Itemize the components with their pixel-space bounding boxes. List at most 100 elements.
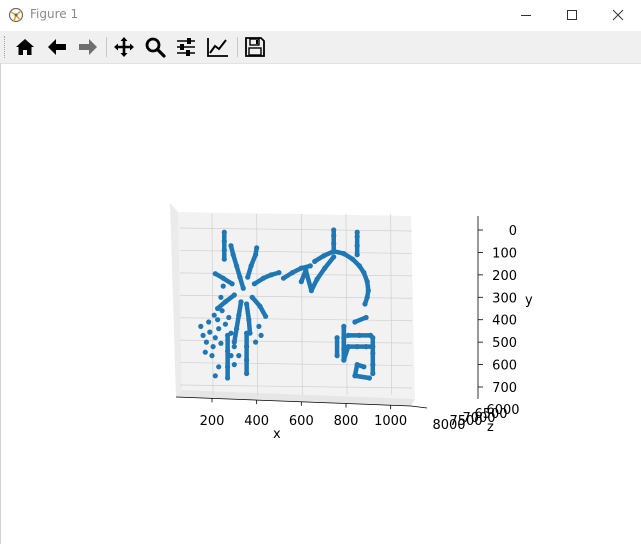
- point-chain: [228, 243, 236, 257]
- data-point: [206, 319, 212, 325]
- data-point: [211, 312, 217, 318]
- grid-line-x: [211, 213, 214, 396]
- window-title: Figure 1: [30, 7, 79, 21]
- y-tick-label: 700: [492, 381, 517, 396]
- y-tick-label: 300: [492, 291, 517, 306]
- data-point: [228, 330, 234, 336]
- point-chain: [341, 344, 351, 363]
- arrow-left-icon: [48, 39, 66, 55]
- x-axis-label: x: [273, 427, 281, 442]
- grid-line-x: [390, 213, 393, 396]
- data-point: [216, 326, 222, 332]
- point-chain: [257, 304, 268, 319]
- point-chain: [215, 299, 228, 311]
- grid-line-y: [179, 294, 413, 299]
- z-tick-label: 7500: [449, 414, 482, 429]
- z-tick-label: 6500: [474, 407, 507, 422]
- data-point: [200, 332, 206, 338]
- z-axis-line: [410, 405, 428, 409]
- point-chain: [234, 312, 242, 331]
- series-left-vertical-posts: [221, 229, 250, 381]
- axes-3d: 200 400 600 800 1000 0 100 200 300 400 500 600 700 60…: [170, 203, 533, 442]
- data-point: [222, 321, 228, 327]
- toolbar-separator: [237, 37, 238, 57]
- point-chain: [213, 271, 226, 281]
- pan-button[interactable]: [111, 34, 137, 60]
- close-button[interactable]: [595, 0, 641, 30]
- z-tick-label: 8000: [432, 418, 465, 433]
- forward-button[interactable]: [75, 34, 101, 60]
- x-tick-label: 1000: [374, 414, 407, 429]
- data-point: [198, 323, 204, 329]
- home-button[interactable]: [12, 34, 38, 60]
- data-point: [212, 335, 218, 341]
- data-point: [210, 344, 216, 350]
- floppy-disk-icon: [245, 37, 265, 57]
- window-left-edge: [0, 63, 1, 544]
- y-tick-label: 500: [492, 336, 517, 351]
- minimize-icon: [521, 15, 531, 16]
- move-icon: [114, 37, 134, 57]
- save-button[interactable]: [242, 34, 268, 60]
- y-tick-label: 600: [492, 359, 517, 374]
- point-chain: [314, 265, 328, 282]
- data-point: [202, 349, 208, 355]
- back-pane: [178, 212, 415, 399]
- y-axis-label: y: [525, 293, 533, 308]
- data-point: [207, 329, 213, 335]
- series-left-scatter-cluster: [198, 283, 264, 379]
- navigation-toolbar: [0, 31, 641, 64]
- scatter-points: [198, 227, 376, 381]
- series-left-radial-hub: [212, 243, 313, 345]
- magnifier-icon: [145, 37, 166, 58]
- y-tick-label: 200: [492, 269, 517, 284]
- data-point: [218, 294, 224, 300]
- back-button[interactable]: [44, 34, 70, 60]
- home-icon: [16, 39, 34, 55]
- data-point: [258, 332, 264, 338]
- x-tick-label: 200: [200, 414, 225, 429]
- figure-canvas[interactable]: 200 400 600 800 1000 0 100 200 300 400 500 600 700 60…: [0, 63, 641, 544]
- x-tick-label: 800: [334, 414, 359, 429]
- subplots-button[interactable]: [173, 34, 199, 60]
- arrow-right-icon: [79, 39, 97, 55]
- data-point: [220, 283, 226, 289]
- minimize-button[interactable]: [503, 0, 549, 30]
- point-chain: [322, 254, 336, 271]
- toolbar-separator: [106, 37, 107, 57]
- line-chart-icon: [207, 38, 228, 57]
- point-chain: [236, 299, 244, 318]
- customize-button[interactable]: [205, 34, 231, 60]
- series-right-arch: [298, 227, 371, 307]
- z-tick-label: 6000: [486, 403, 519, 418]
- point-chain: [362, 295, 370, 307]
- data-point: [256, 323, 262, 329]
- z-tick-label: 7000: [462, 411, 495, 426]
- grid-line-y: [179, 250, 413, 254]
- grid-line-y: [179, 384, 413, 389]
- data-point: [212, 373, 218, 379]
- data-point: [203, 339, 209, 345]
- y-tick-label: 400: [492, 314, 517, 329]
- x-axis-line: [175, 396, 412, 407]
- left-pane: [170, 203, 182, 397]
- floor-pane: [176, 390, 415, 406]
- title-bar: Figure 1: [0, 0, 641, 30]
- y-tick-label: 0: [509, 224, 517, 239]
- series-right-lower-frame: [334, 314, 376, 381]
- data-point: [216, 364, 222, 370]
- point-chain: [299, 263, 313, 271]
- x-tick-label: 400: [244, 414, 269, 429]
- grid-line-x: [300, 213, 303, 396]
- point-chain: [352, 315, 369, 325]
- zoom-button[interactable]: [142, 34, 168, 60]
- axis-ticks: 200 400 600 800 1000 0 100 200 300 400 500 600 700 60…: [200, 224, 520, 433]
- data-point: [236, 353, 242, 359]
- app-icon: [8, 7, 24, 23]
- data-point: [219, 308, 225, 314]
- y-tick-label: 100: [492, 246, 517, 261]
- maximize-button[interactable]: [549, 0, 595, 30]
- point-chain: [299, 268, 309, 284]
- data-point: [228, 353, 234, 359]
- maximize-icon: [567, 10, 577, 20]
